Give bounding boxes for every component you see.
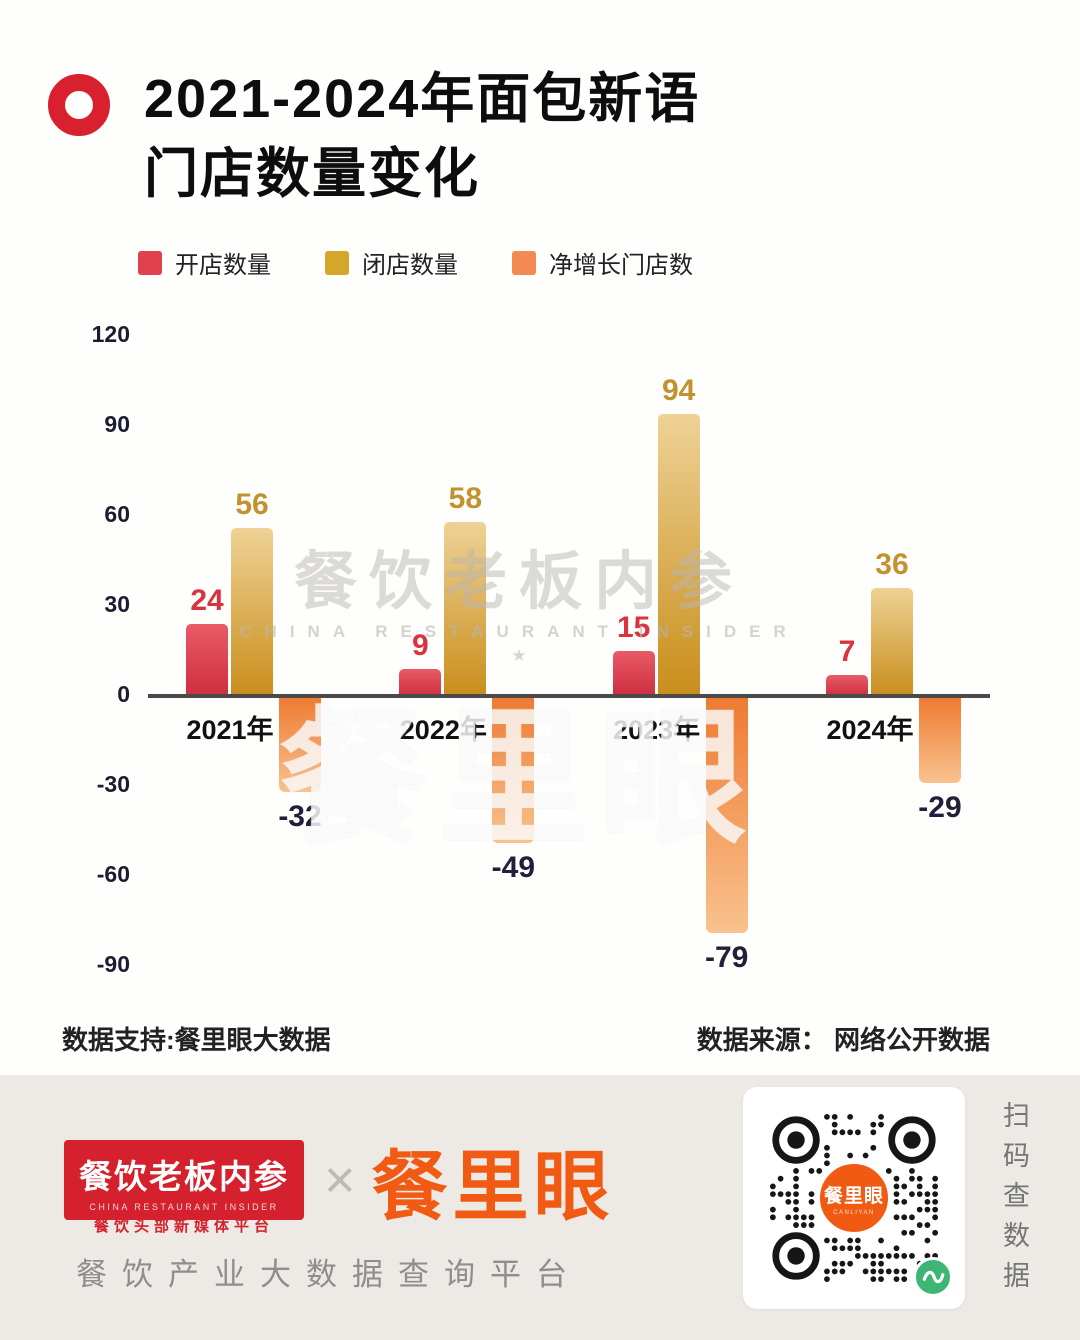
bar-series0-2023年 [612, 651, 655, 697]
bar-series1-2022年 [444, 522, 487, 697]
x-axis-label: 2023年 [613, 715, 701, 746]
bar-group-2024年: 7 36 -29 2024年 [825, 306, 966, 996]
x-axis-label: 2021年 [186, 715, 274, 746]
x-axis-label: 2024年 [826, 715, 914, 746]
bar-chart: 120 90 60 30 0 -30 -60 -90 24 56 -32 2021年 9 58 -49 20… [48, 306, 990, 996]
y-tick-label: 120 [91, 321, 130, 348]
bar-group-2021年: 24 56 -32 2021年 [186, 306, 326, 996]
y-tick-label: 60 [104, 501, 130, 528]
bar-series1-2023年 [657, 414, 700, 697]
plot-area: 24 56 -32 2021年 9 58 -49 2022年 15 94 -79 2023年 7 36 -2… [148, 306, 990, 996]
bar-group-2023年: 15 94 -79 2023年 [612, 306, 753, 996]
legend-swatch-icon [138, 250, 162, 275]
legend-label: 闭店数量 [362, 252, 458, 280]
title-line-1: 2021-2024年面包新语 [144, 69, 701, 129]
value-label: -79 [704, 941, 749, 975]
insider-logo-en: CHINA RESTAURANT INSIDER [89, 1202, 279, 1212]
value-label: 9 [411, 629, 429, 663]
bar-series2-2021年 [279, 696, 321, 793]
value-label: 7 [838, 635, 856, 669]
chart-legend: 开店数量 闭店数量 净增长门店数 [138, 245, 1080, 280]
value-label: 15 [616, 611, 651, 645]
x-axis-label: 2022年 [399, 715, 487, 746]
bar-series2-2023年 [705, 696, 748, 934]
legend-item-1: 闭店数量 [325, 245, 458, 280]
y-tick-label: -30 [96, 771, 130, 798]
qr-center-cn: 餐里眼 [823, 1185, 884, 1207]
y-tick-label: 90 [104, 411, 130, 438]
footer-band: 餐饮老板内参 CHINA RESTAURANT INSIDER × 餐里眼 餐饮… [0, 1075, 1080, 1340]
bar-series1-2021年 [231, 528, 273, 697]
y-tick-label: -60 [96, 861, 130, 888]
value-label: -49 [491, 851, 535, 885]
legend-item-0: 开店数量 [138, 245, 271, 280]
value-label: 56 [235, 488, 269, 522]
bar-series2-2024年 [918, 696, 961, 784]
value-label: -29 [918, 791, 962, 825]
value-label: 24 [190, 584, 224, 618]
legend-label: 净增长门店数 [549, 252, 693, 280]
bar-series0-2024年 [825, 675, 868, 697]
legend-item-2: 净增长门店数 [512, 245, 693, 280]
zero-axis-line [148, 694, 990, 699]
bar-series0-2021年 [186, 624, 228, 697]
bar-series2-2022年 [492, 696, 535, 844]
insider-tagline: 餐饮头部新媒体平台 [93, 1218, 274, 1235]
insider-logo: 餐饮老板内参 CHINA RESTAURANT INSIDER [64, 1140, 304, 1220]
value-label: 58 [448, 482, 483, 516]
canliyan-logo: 餐里眼 [371, 1145, 615, 1230]
qr-code-card: 餐里眼 CANLIYAN [743, 1087, 965, 1309]
source-notes: 数据支持:餐里眼大数据 数据来源： 网络公开数据 [62, 1020, 990, 1057]
chart-section: 2021-2024年面包新语 门店数量变化 开店数量 闭店数量 净增长门店数 120… [0, 62, 1080, 1057]
page-title: 2021-2024年面包新语 门店数量变化 [144, 62, 700, 211]
qr-center-en: CANLIYAN [833, 1209, 875, 1216]
header: 2021-2024年面包新语 门店数量变化 [0, 62, 1080, 211]
logo-row: 餐饮老板内参 CHINA RESTAURANT INSIDER × 餐里眼 [64, 1125, 615, 1235]
scan-hint: 扫码查数据 [999, 1101, 1029, 1301]
y-axis: 120 90 60 30 0 -30 -60 -90 [48, 306, 136, 996]
title-line-2: 门店数量变化 [144, 143, 480, 204]
insider-logo-cn: 餐饮老板内参 [79, 1158, 289, 1195]
y-tick-label: 30 [104, 591, 130, 618]
platform-tagline: 餐饮产业大数据查询平台 [76, 1257, 582, 1292]
bar-series1-2024年 [870, 588, 913, 697]
brand-separator: × [324, 1150, 356, 1210]
value-label: 94 [661, 374, 696, 408]
bar-group-2022年: 9 58 -49 2022年 [399, 306, 539, 996]
data-support-note: 数据支持:餐里眼大数据 [62, 1025, 331, 1056]
brand-ring-icon [48, 74, 110, 136]
y-tick-label: -90 [96, 951, 130, 978]
bar-series0-2022年 [399, 669, 442, 697]
qr-center-logo: 餐里眼 CANLIYAN [815, 1159, 893, 1237]
data-source-note: 数据来源： 网络公开数据 [696, 1025, 990, 1056]
channels-icon [913, 1257, 953, 1297]
value-label: 36 [875, 548, 909, 582]
value-label: -32 [278, 800, 322, 834]
legend-swatch-icon [325, 250, 349, 275]
legend-label: 开店数量 [175, 252, 271, 280]
y-tick-label: 0 [117, 681, 130, 708]
legend-swatch-icon [512, 250, 536, 275]
